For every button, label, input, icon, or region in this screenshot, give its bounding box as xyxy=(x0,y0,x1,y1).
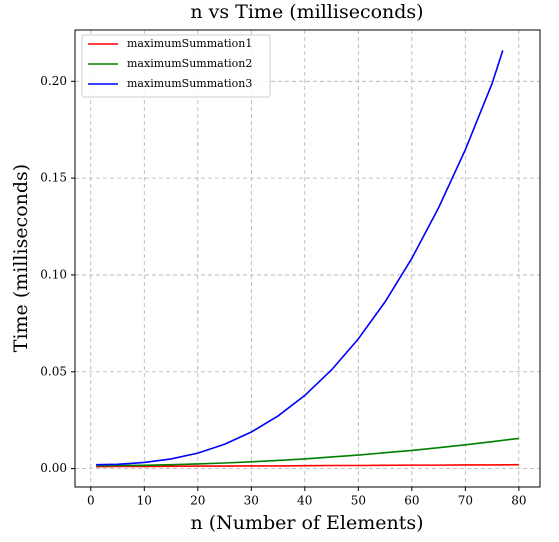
x-tick-label: 10 xyxy=(137,494,152,508)
legend-label: maximumSummation2 xyxy=(127,57,252,70)
y-tick-label: 0.20 xyxy=(40,74,67,88)
legend-label: maximumSummation3 xyxy=(127,77,252,90)
y-tick-label: 0.00 xyxy=(40,461,67,475)
line-series xyxy=(96,463,519,468)
y-tick-label: 0.15 xyxy=(40,171,67,185)
x-tick-label: 50 xyxy=(351,494,366,508)
legend-box xyxy=(81,34,271,98)
legend-label: maximumSummation1 xyxy=(127,37,252,50)
x-tick-label: 60 xyxy=(404,494,419,508)
x-tick-label: 30 xyxy=(244,494,259,508)
x-axis-label: n (Number of Elements) xyxy=(190,512,423,534)
x-tick-label: 70 xyxy=(458,494,473,508)
y-axis-label: Time (milliseconds) xyxy=(10,164,32,352)
y-tick-label: 0.05 xyxy=(40,364,67,378)
y-tick-label: 0.10 xyxy=(40,267,67,281)
x-tick-label: 40 xyxy=(297,494,312,508)
x-tick-label: 80 xyxy=(511,494,526,508)
x-tick-label: 20 xyxy=(190,494,205,508)
plot-frame xyxy=(74,29,541,488)
line-series xyxy=(96,437,519,467)
x-tick-label: 0 xyxy=(87,494,95,508)
chart-title: n vs Time (milliseconds) xyxy=(190,1,423,23)
line-series xyxy=(96,50,504,466)
